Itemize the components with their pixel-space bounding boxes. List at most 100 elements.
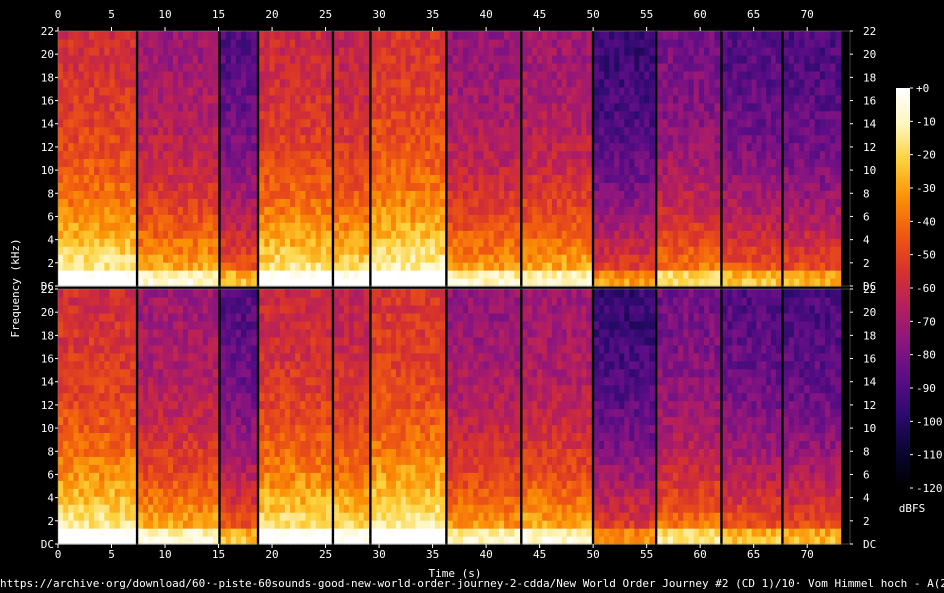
colorbar-tick-label: -60 [916, 282, 936, 295]
segment [657, 289, 721, 545]
segment [259, 31, 332, 287]
colorbar-tick-label: -20 [916, 149, 936, 162]
y-tick-label: 12 [863, 141, 876, 154]
x-tick-label: 25 [319, 8, 332, 21]
y-tick-label: 6 [47, 210, 54, 223]
y-tick-label: 22 [41, 25, 54, 38]
segment [334, 289, 370, 545]
y-tick-label: 10 [41, 164, 54, 177]
x-tick-label: 55 [640, 548, 653, 561]
segment [594, 289, 655, 545]
x-tick-label: 60 [694, 8, 707, 21]
x-tick-label: 50 [587, 548, 600, 561]
y-tick-label: 20 [863, 48, 876, 61]
y-tick-label: 6 [863, 468, 870, 481]
x-tick-label: 10 [158, 8, 171, 21]
y-tick-label: 20 [41, 306, 54, 319]
y-tick-label: 14 [41, 376, 55, 389]
x-tick-label: 5 [108, 8, 115, 21]
y-tick-label: 2 [47, 515, 54, 528]
y-tick-label: 20 [863, 306, 876, 319]
spectrogram-panel-2 [57, 288, 851, 545]
y-tick-label: 12 [41, 399, 54, 412]
segment [783, 31, 842, 287]
x-tick-label: 45 [533, 8, 546, 21]
colorbar-tick-label: +0 [916, 82, 929, 95]
y-tick-label: 2 [863, 515, 870, 528]
x-tick-label: 70 [801, 8, 814, 21]
x-tick-label: 50 [587, 8, 600, 21]
y-tick-label: 8 [47, 445, 54, 458]
y-tick-label: 8 [863, 187, 870, 200]
x-tick-label: 25 [319, 548, 332, 561]
colorbar-tick-label: -90 [916, 382, 936, 395]
x-tick-label: 15 [212, 8, 225, 21]
segment [447, 31, 521, 287]
y-tick-label: 10 [863, 164, 876, 177]
y-tick-label: 4 [863, 492, 870, 505]
y-tick-label: 18 [863, 329, 876, 342]
x-tick-label: 55 [640, 8, 653, 21]
x-tick-label: 30 [372, 8, 385, 21]
segment [722, 31, 782, 287]
segment [522, 289, 592, 545]
segment [722, 289, 782, 545]
segment [371, 289, 446, 545]
colorbar-tick-label: -70 [916, 315, 936, 328]
colorbar-tick-label: -100 [916, 415, 943, 428]
x-tick-label: 0 [55, 8, 62, 21]
segment [522, 31, 592, 287]
y-tick-label: 16 [41, 353, 54, 366]
y-tick-label: 8 [863, 445, 870, 458]
y-tick-label: 12 [863, 399, 876, 412]
colorbar: +0 -10 -20 -30 -40 -50 -60 -70 -80 -90 -100 -110 -12… [896, 82, 943, 495]
x-tick-label: 60 [694, 548, 707, 561]
colorbar-tick-label: -80 [916, 349, 936, 362]
y-tick-label: DC [41, 280, 54, 293]
x-tick-label: 70 [801, 548, 814, 561]
x-tick-label: 35 [426, 8, 439, 21]
x-tick-label: 40 [479, 8, 492, 21]
source-url: https://archive·org/download/60·-piste-6… [0, 577, 944, 590]
y-tick-label: 2 [863, 257, 870, 270]
segment [220, 289, 257, 545]
x-tick-label: 45 [533, 548, 546, 561]
x-tick-label: 30 [372, 548, 385, 561]
segment [594, 31, 655, 287]
spectrogram-panel-1 [57, 30, 851, 287]
colorbar-tick-label: -40 [916, 215, 936, 228]
segment [259, 289, 332, 545]
segment [58, 31, 136, 287]
y-tick-label: 2 [47, 257, 54, 270]
segment [220, 31, 257, 287]
y-tick-label: 16 [863, 353, 876, 366]
segment [657, 31, 721, 287]
x-axis-label: Time (s) [429, 567, 482, 580]
x-tick-label: 10 [158, 548, 171, 561]
x-tick-label: 20 [265, 8, 278, 21]
y-tick-label: 18 [41, 329, 54, 342]
colorbar-tick-label: -120 [916, 482, 943, 495]
y-tick-label: 14 [863, 118, 877, 131]
y-tick-label: DC [863, 280, 876, 293]
x-tick-label: 15 [212, 548, 225, 561]
y-tick-label: 6 [863, 210, 870, 223]
colorbar-tick-label: -110 [916, 449, 943, 462]
x-tick-label: 65 [747, 8, 760, 21]
y-tick-label: 4 [863, 234, 870, 247]
y-tick-label: 16 [863, 95, 876, 108]
y-tick-label: DC [41, 538, 54, 551]
y-tick-label: 14 [863, 376, 877, 389]
segment [138, 289, 219, 545]
colorbar-tick-label: -50 [916, 249, 936, 262]
colorbar-tick-label: -10 [916, 115, 936, 128]
segment [334, 31, 370, 287]
y-tick-label: 8 [47, 187, 54, 200]
y-tick-label: 16 [41, 95, 54, 108]
segment [783, 289, 842, 545]
y-tick-label: 10 [41, 422, 54, 435]
y-tick-label: 10 [863, 422, 876, 435]
x-tick-label: 0 [55, 548, 62, 561]
y-tick-label: DC [863, 538, 876, 551]
x-tick-label: 65 [747, 548, 760, 561]
